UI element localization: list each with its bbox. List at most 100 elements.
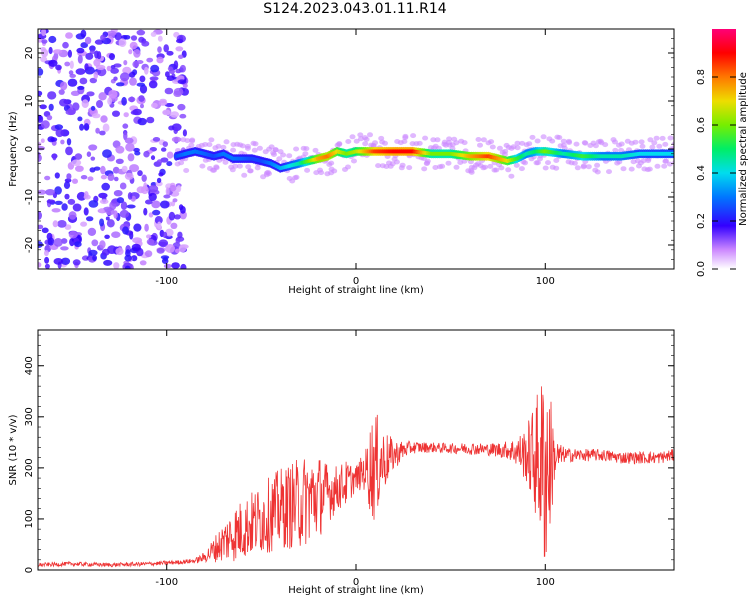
noise-blob — [118, 38, 127, 47]
ridge-halo — [475, 137, 482, 142]
ridge-halo — [304, 167, 311, 173]
noise-blob — [170, 111, 180, 118]
noise-blob — [151, 200, 161, 209]
noise-blob — [48, 35, 57, 44]
noise-blob — [55, 64, 62, 71]
noise-blob — [127, 153, 135, 162]
ridge-halo — [646, 166, 653, 172]
noise-blob — [84, 36, 92, 45]
noise-blob — [54, 124, 64, 130]
noise-blob — [114, 32, 122, 41]
ridge-halo — [363, 136, 370, 142]
noise-blob — [95, 127, 100, 134]
ridge-halo — [351, 158, 357, 164]
ridge-halo — [498, 165, 505, 171]
noise-blob — [66, 138, 72, 146]
spectrogram-y-tick-label: 0 — [24, 146, 35, 152]
noise-blob — [104, 234, 110, 239]
ridge-halo — [540, 134, 547, 140]
ridge-halo — [549, 138, 556, 144]
noise-blob — [133, 49, 141, 58]
noise-blob — [100, 165, 106, 175]
noise-blob — [109, 53, 115, 61]
noise-blob — [92, 254, 97, 261]
noise-blob — [77, 85, 85, 90]
ridge-halo — [533, 160, 540, 166]
ridge-halo — [656, 143, 663, 149]
ridge-halo — [573, 141, 580, 147]
ridge-halo — [256, 145, 263, 151]
noise-blob — [79, 123, 85, 131]
ridge-halo — [480, 137, 487, 143]
noise-blob — [141, 174, 147, 182]
noise-blob — [115, 82, 125, 87]
noise-blob — [98, 208, 105, 214]
noise-blob — [89, 45, 96, 52]
noise-blob — [134, 150, 141, 156]
noise-blob — [41, 29, 47, 36]
ridge-halo — [222, 159, 229, 165]
ridge-halo — [245, 164, 252, 170]
ridge-halo — [582, 140, 589, 146]
noise-blob — [158, 100, 168, 106]
noise-blob — [136, 29, 146, 36]
noise-blob — [50, 137, 58, 142]
snr-frame — [37, 329, 675, 571]
noise-blob — [53, 258, 64, 265]
noise-blob — [38, 189, 47, 195]
noise-blob — [65, 109, 76, 116]
noise-blob — [48, 59, 58, 67]
ridge-halo — [406, 165, 413, 171]
noise-blob — [80, 42, 88, 49]
noise-blob — [57, 220, 67, 228]
noise-blob — [115, 247, 124, 256]
noise-blob — [115, 145, 125, 154]
noise-blob — [128, 71, 136, 78]
noise-blob — [111, 231, 121, 238]
noise-blob — [156, 177, 162, 184]
noise-blob — [182, 83, 188, 89]
ridge-halo — [199, 163, 206, 169]
noise-blob — [88, 144, 98, 151]
ridge-halo — [514, 140, 521, 146]
ridge-halo — [422, 135, 429, 141]
noise-blob — [146, 57, 154, 63]
noise-blob — [53, 238, 63, 247]
ridge-halo — [488, 139, 495, 145]
noise-blob — [90, 105, 96, 111]
noise-blob — [76, 47, 85, 54]
noise-blob — [113, 210, 118, 219]
noise-blob — [180, 263, 187, 269]
noise-blob — [163, 44, 169, 53]
ridge-halo — [672, 141, 674, 146]
ridge-halo — [519, 140, 526, 146]
noise-blob — [106, 219, 115, 228]
ridge-halo — [432, 165, 439, 170]
noise-blob — [48, 103, 54, 111]
noise-blob — [99, 130, 106, 136]
noise-blob — [45, 189, 55, 196]
ridge-halo — [645, 158, 652, 164]
snr-axes: -100 0 100 0 100 200 300 400 — [24, 330, 674, 588]
noise-blob — [131, 255, 138, 262]
spectrogram-x-tick-label: 100 — [536, 276, 555, 287]
ridge-halo — [202, 142, 209, 147]
ridge-halo — [393, 159, 400, 165]
noise-blob — [41, 39, 48, 44]
ridge-halo — [236, 163, 243, 169]
noise-blob — [52, 153, 57, 161]
ridge-halo — [653, 135, 660, 141]
ridge-halo — [303, 146, 310, 152]
ridge-halo — [367, 132, 373, 138]
noise-blob — [107, 173, 115, 181]
ridge-halo — [553, 158, 560, 163]
noise-blob — [112, 110, 120, 117]
ridge-halo — [345, 164, 351, 170]
noise-blob — [87, 176, 94, 181]
noise-blob — [83, 123, 90, 131]
noise-blob — [123, 35, 131, 40]
noise-blob — [60, 257, 71, 265]
noise-blob — [44, 263, 50, 269]
